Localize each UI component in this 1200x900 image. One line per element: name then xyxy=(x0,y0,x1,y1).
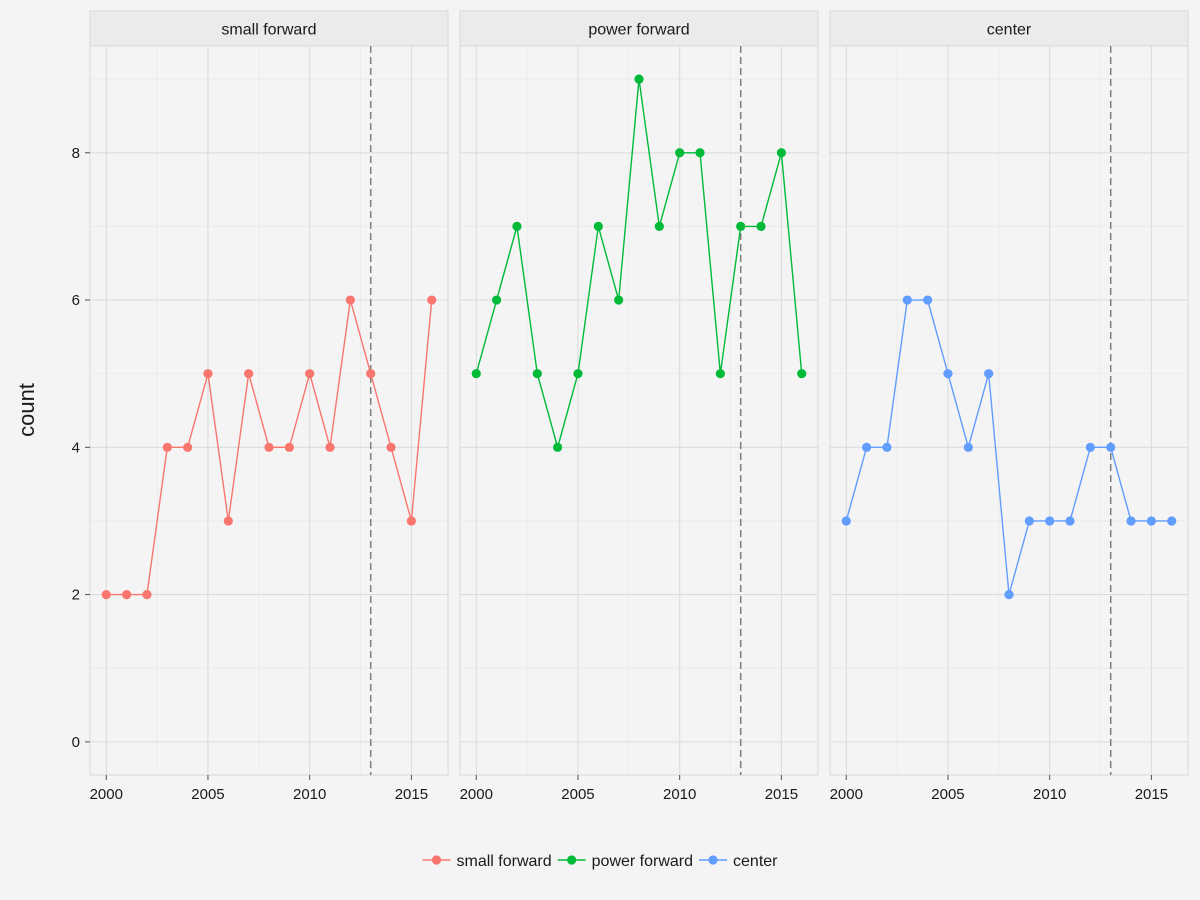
panel-background xyxy=(89,45,449,776)
legend-item: small forward xyxy=(422,853,552,870)
x-tick-label: 2005 xyxy=(191,786,224,803)
data-point xyxy=(593,221,603,232)
data-point xyxy=(1126,516,1136,526)
facet-strip-label: small forward xyxy=(221,22,316,39)
data-point xyxy=(1085,442,1095,452)
data-point xyxy=(797,369,807,379)
data-point xyxy=(923,295,933,305)
data-point xyxy=(142,589,152,600)
x-tick-label: 2000 xyxy=(90,786,123,803)
data-point xyxy=(1045,516,1055,526)
legend-label: center xyxy=(733,853,778,870)
x-tick-label: 2010 xyxy=(663,786,696,803)
data-point xyxy=(573,369,583,379)
data-point xyxy=(512,221,522,232)
data-point xyxy=(471,369,481,379)
x-tick-label: 2015 xyxy=(395,786,428,803)
facet-strip xyxy=(459,10,819,47)
x-tick-label: 2005 xyxy=(931,786,964,803)
x-tick-label: 2005 xyxy=(561,786,594,803)
data-point xyxy=(736,221,746,232)
data-point xyxy=(553,442,563,452)
facet-strip xyxy=(89,10,449,47)
data-point xyxy=(162,442,172,452)
facet-strip-label: power forward xyxy=(588,22,689,39)
y-tick-label: 0 xyxy=(72,734,80,751)
data-point xyxy=(532,369,542,379)
data-point xyxy=(223,516,233,526)
data-point xyxy=(406,516,416,526)
data-point xyxy=(122,589,132,600)
data-point xyxy=(305,369,315,379)
facet-panel: small forward 2000 2005 2010 2015 xyxy=(89,10,449,803)
data-point xyxy=(756,221,766,232)
y-axis: 0 2 4 6 8 xyxy=(72,145,90,751)
data-point xyxy=(203,369,213,379)
legend-key-point xyxy=(431,855,442,865)
facet-panel: center 2000 2005 2010 2015 xyxy=(829,10,1189,803)
data-point xyxy=(654,221,664,232)
legend-key-point xyxy=(708,855,718,865)
data-point xyxy=(492,295,502,305)
panel-background xyxy=(829,45,1189,776)
data-point xyxy=(1146,516,1156,526)
data-point xyxy=(386,442,396,452)
data-point xyxy=(943,369,953,379)
legend: small forward power forward center xyxy=(422,853,778,870)
legend-label: power forward xyxy=(592,853,693,870)
y-tick-label: 6 xyxy=(72,292,80,309)
data-point xyxy=(882,442,892,452)
y-tick-label: 4 xyxy=(72,439,80,456)
data-point xyxy=(1167,516,1177,526)
data-point xyxy=(902,295,912,305)
data-point xyxy=(862,442,872,452)
data-point xyxy=(695,148,705,158)
facet-strip-label: center xyxy=(987,22,1032,39)
x-tick-label: 2000 xyxy=(830,786,863,803)
x-tick-label: 2015 xyxy=(765,786,798,803)
data-point xyxy=(101,589,111,600)
data-point xyxy=(715,369,725,379)
data-point xyxy=(984,369,994,379)
data-point xyxy=(841,516,851,526)
x-tick-label: 2000 xyxy=(460,786,493,803)
data-point xyxy=(264,442,274,452)
data-point xyxy=(366,369,376,379)
x-tick-label: 2015 xyxy=(1135,786,1168,803)
data-point xyxy=(284,442,294,452)
data-point xyxy=(183,442,193,452)
y-axis-title: count xyxy=(14,383,39,437)
data-point xyxy=(244,369,254,379)
data-point xyxy=(1004,589,1014,600)
x-tick-label: 2010 xyxy=(293,786,326,803)
data-point xyxy=(675,148,685,158)
panel-background xyxy=(459,45,819,776)
facet-panel: power forward 2000 2005 2010 2015 xyxy=(459,10,819,803)
facet-strip xyxy=(829,10,1189,47)
y-tick-label: 8 xyxy=(72,145,80,162)
data-point xyxy=(634,74,644,84)
legend-item: power forward xyxy=(557,853,693,870)
legend-key-point xyxy=(567,855,577,865)
data-point xyxy=(1065,516,1075,526)
data-point xyxy=(1024,516,1034,526)
legend-item: center xyxy=(699,853,778,870)
data-point xyxy=(963,442,973,452)
data-point xyxy=(325,442,335,452)
data-point xyxy=(427,295,437,305)
y-tick-label: 2 xyxy=(72,587,80,604)
data-point xyxy=(1106,442,1116,452)
data-point xyxy=(614,295,624,305)
x-tick-label: 2010 xyxy=(1033,786,1066,803)
legend-label: small forward xyxy=(457,853,552,870)
data-point xyxy=(345,295,355,305)
data-point xyxy=(776,148,786,158)
